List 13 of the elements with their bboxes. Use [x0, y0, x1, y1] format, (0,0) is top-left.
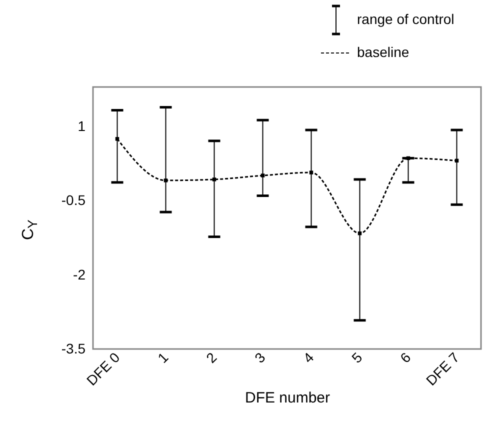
x-tick-label: 3 — [251, 348, 268, 366]
y-tick-label: -2 — [73, 266, 86, 282]
legend-label: baseline — [357, 44, 410, 60]
x-tick-label: 6 — [396, 348, 414, 366]
y-tick-label: -3.5 — [61, 340, 86, 356]
y-tick-label: -0.5 — [61, 192, 86, 208]
x-tick-label: 1 — [154, 348, 172, 366]
x-tick-label: 5 — [348, 348, 366, 366]
y-tick-label: 1 — [78, 118, 86, 134]
x-tick-label: 4 — [300, 348, 317, 366]
x-tick-label: 2 — [202, 348, 220, 366]
x-axis-title: DFE number — [244, 390, 330, 407]
legend-label: range of control — [357, 11, 454, 27]
